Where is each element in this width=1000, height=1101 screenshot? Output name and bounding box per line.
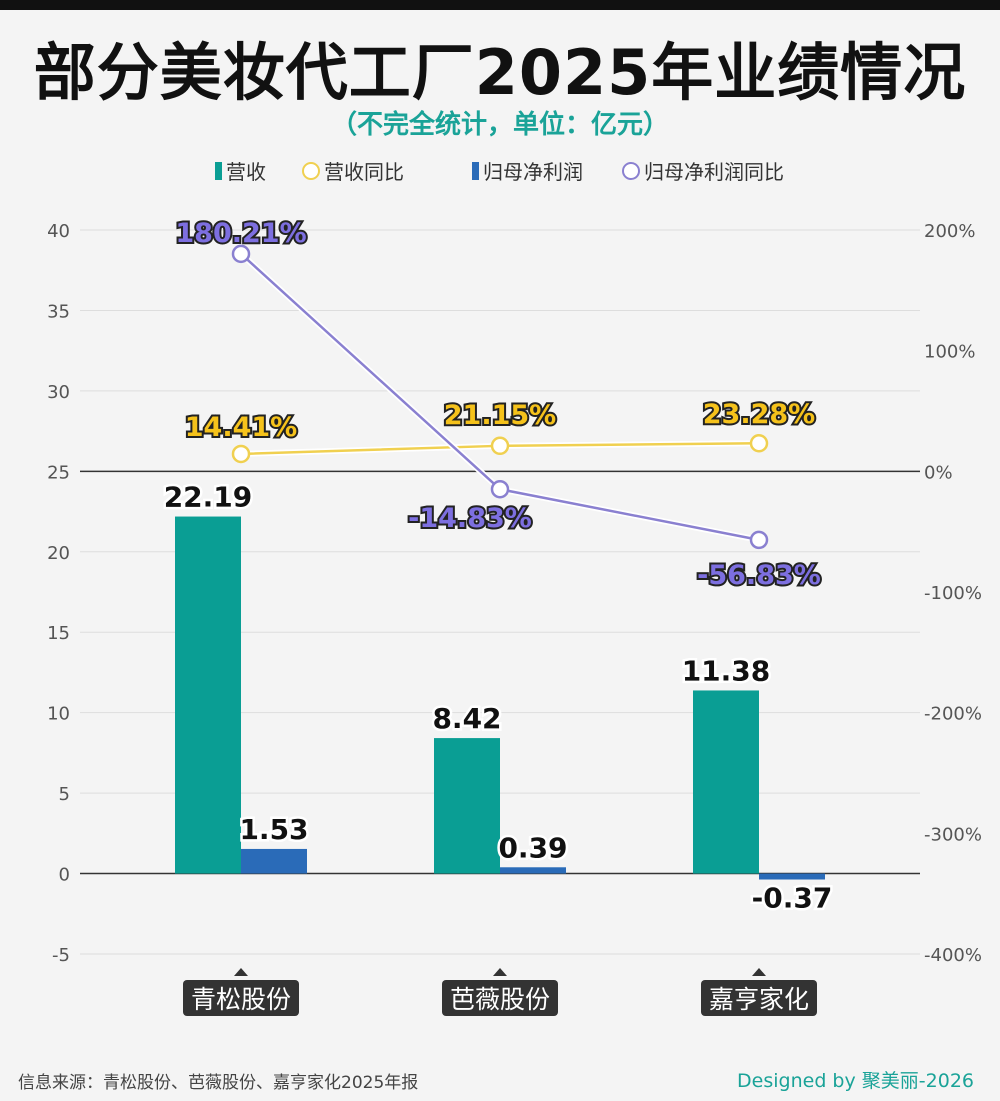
line-halo xyxy=(238,251,760,543)
right-tick-label: 0% xyxy=(924,462,953,483)
bar-net-profit xyxy=(759,873,825,880)
circle-swatch-icon xyxy=(622,161,640,180)
left-tick-label: -5 xyxy=(52,945,70,966)
right-tick-label: -300% xyxy=(924,824,982,845)
line-point-marker xyxy=(749,433,769,453)
line-net-profit-yoy xyxy=(240,252,760,542)
category-label-box xyxy=(701,980,817,1016)
category-label: 青松股份 xyxy=(191,985,291,1014)
legend-label: 归母净利润 xyxy=(483,160,583,184)
bar-data-label: 22.19 xyxy=(164,481,253,514)
line-revenue-yoy xyxy=(240,441,760,456)
bar-net-profit xyxy=(500,867,566,874)
left-tick-label: 0 xyxy=(59,865,70,886)
legend-net-profit: 归母净利润 xyxy=(472,156,583,185)
category-label: 芭薇股份 xyxy=(450,985,550,1014)
left-tick-label: 40 xyxy=(47,221,70,242)
right-tick-label: 200% xyxy=(924,221,975,242)
bar-net-profit xyxy=(241,848,307,874)
left-tick-label: 10 xyxy=(47,704,70,725)
bar-revenue xyxy=(693,690,759,874)
credit: Designed by 聚美丽-2026 xyxy=(737,1070,974,1092)
bar-data-label: 8.42 xyxy=(432,702,501,735)
circle-swatch-icon xyxy=(302,161,320,180)
bar-revenue xyxy=(434,738,500,874)
legend-net-profit-yoy: 归母净利润同比 xyxy=(622,156,784,185)
line-point-marker xyxy=(490,436,510,456)
left-tick-label: 15 xyxy=(47,623,70,644)
category-label-box xyxy=(442,980,558,1016)
top-bar xyxy=(0,0,1000,10)
line-point-marker xyxy=(749,530,769,550)
right-tick-label: -400% xyxy=(924,945,982,966)
legend-label: 营收同比 xyxy=(324,160,404,184)
legend-revenue: 营收 xyxy=(215,156,266,185)
bar-data-label: 1.53 xyxy=(239,813,308,846)
chart-title: 部分美妆代工厂2025年业绩情况 xyxy=(33,36,967,109)
pointer-triangle-icon xyxy=(752,968,766,976)
line-data-label: 23.28% xyxy=(703,399,815,430)
line-point-marker xyxy=(490,479,510,499)
line-data-label: 180.21% xyxy=(175,218,306,249)
line-data-label: -14.83% xyxy=(408,503,532,534)
left-tick-label: 35 xyxy=(47,301,70,322)
right-tick-label: 100% xyxy=(924,342,975,363)
line-point-marker xyxy=(231,444,251,464)
legend-label: 归母净利润同比 xyxy=(644,160,784,184)
legend-revenue-yoy: 营收同比 xyxy=(302,156,404,185)
legend-label: 营收 xyxy=(226,160,266,184)
legend: 营收 营收同比 归母净利润 归母净利润同比 xyxy=(0,156,1000,186)
left-tick-label: 30 xyxy=(47,382,70,403)
bar-swatch-icon xyxy=(472,161,479,180)
left-tick-label: 20 xyxy=(47,543,70,564)
bar-revenue xyxy=(175,516,241,874)
line-halo xyxy=(240,440,760,457)
line-data-label: 21.15% xyxy=(444,400,556,431)
right-tick-label: -200% xyxy=(924,704,982,725)
bar-data-label: 11.38 xyxy=(682,654,771,687)
right-tick-label: -100% xyxy=(924,583,982,604)
line-data-label: 14.41% xyxy=(185,412,297,443)
bar-swatch-icon xyxy=(215,161,222,180)
bar-data-label: -0.37 xyxy=(752,882,833,915)
line-point-marker xyxy=(231,244,251,264)
pointer-triangle-icon xyxy=(493,968,507,976)
category-label: 嘉亨家化 xyxy=(709,985,809,1014)
bar-data-label: 0.39 xyxy=(498,831,567,864)
source-note: 信息来源：青松股份、芭薇股份、嘉亨家化2025年报 xyxy=(18,1073,419,1093)
line-data-label: -56.83% xyxy=(697,560,821,591)
left-tick-label: 5 xyxy=(59,784,70,805)
category-label-box xyxy=(183,980,299,1016)
left-tick-label: 25 xyxy=(47,462,70,483)
pointer-triangle-icon xyxy=(234,968,248,976)
chart-subtitle: （不完全统计，单位：亿元） xyxy=(330,110,669,140)
